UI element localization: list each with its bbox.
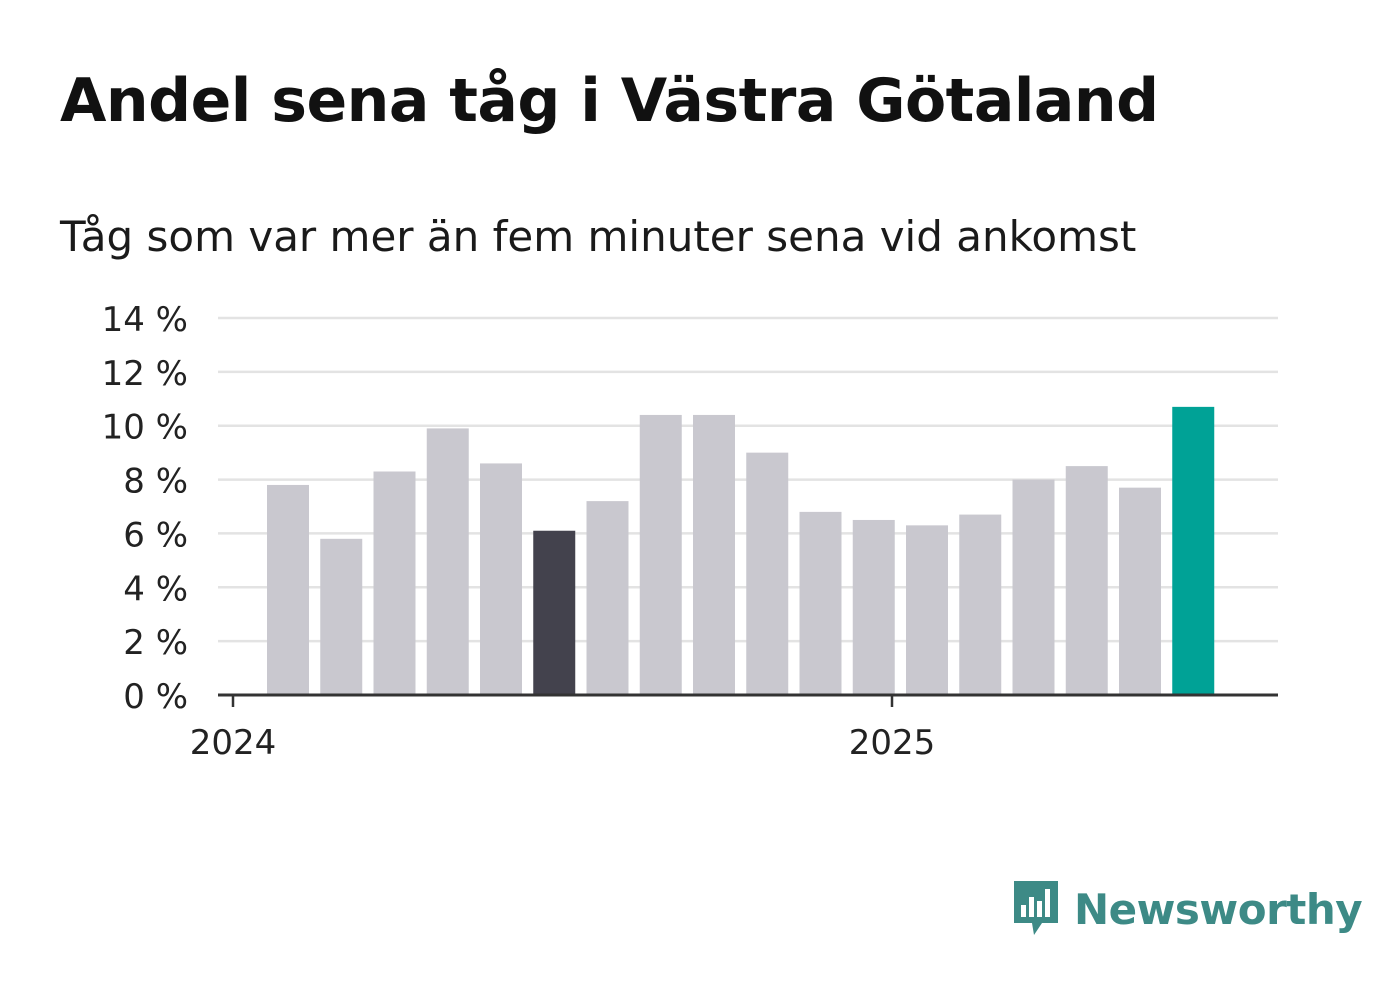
y-tick-label: 8 % bbox=[123, 462, 188, 502]
bar bbox=[480, 463, 522, 695]
x-tick-label: 2025 bbox=[849, 723, 936, 763]
bar bbox=[1012, 479, 1055, 695]
bar bbox=[586, 501, 629, 695]
bar bbox=[373, 471, 416, 695]
newsworthy-bar-chart-icon bbox=[1014, 881, 1058, 935]
bar bbox=[533, 530, 576, 695]
y-tick-label: 2 % bbox=[123, 623, 188, 663]
bar bbox=[1119, 487, 1161, 695]
bars bbox=[267, 406, 1215, 695]
bar bbox=[426, 428, 469, 695]
y-tick-label: 6 % bbox=[123, 515, 188, 555]
logo-text: Newsworthy bbox=[1074, 884, 1363, 934]
chart-subtitle: Tåg som var mer än fem minuter sena vid … bbox=[60, 212, 1137, 261]
bar bbox=[906, 525, 948, 695]
y-tick-label: 0 % bbox=[123, 677, 188, 717]
bar bbox=[799, 511, 842, 695]
newsworthy-logo: Newsworthy bbox=[1010, 876, 1363, 942]
y-tick-label: 4 % bbox=[123, 569, 188, 609]
bar bbox=[959, 514, 1002, 695]
chart-title: Andel sena tåg i Västra Götaland bbox=[60, 66, 1159, 136]
bar bbox=[320, 538, 363, 695]
y-tick-labels: 0 % 2 % 4 % 6 % 8 % 10 % 12 % 14 % bbox=[102, 300, 188, 717]
bar bbox=[693, 414, 735, 695]
x-tick-labels: 2024 2025 bbox=[190, 723, 936, 763]
x-tick-label: 2024 bbox=[190, 723, 277, 763]
bar bbox=[1172, 406, 1215, 695]
bar bbox=[639, 414, 682, 695]
bar bbox=[852, 519, 895, 695]
x-axis bbox=[218, 693, 1278, 707]
bar-chart: 0 % 2 % 4 % 6 % 8 % 10 % 12 % 14 % 2024 2025 bbox=[102, 300, 1278, 763]
y-tick-label: 12 % bbox=[102, 354, 188, 394]
y-tick-label: 14 % bbox=[102, 300, 188, 340]
bar bbox=[267, 484, 309, 695]
y-tick-label: 10 % bbox=[102, 408, 188, 448]
bar bbox=[746, 452, 789, 695]
bar bbox=[1065, 466, 1108, 695]
